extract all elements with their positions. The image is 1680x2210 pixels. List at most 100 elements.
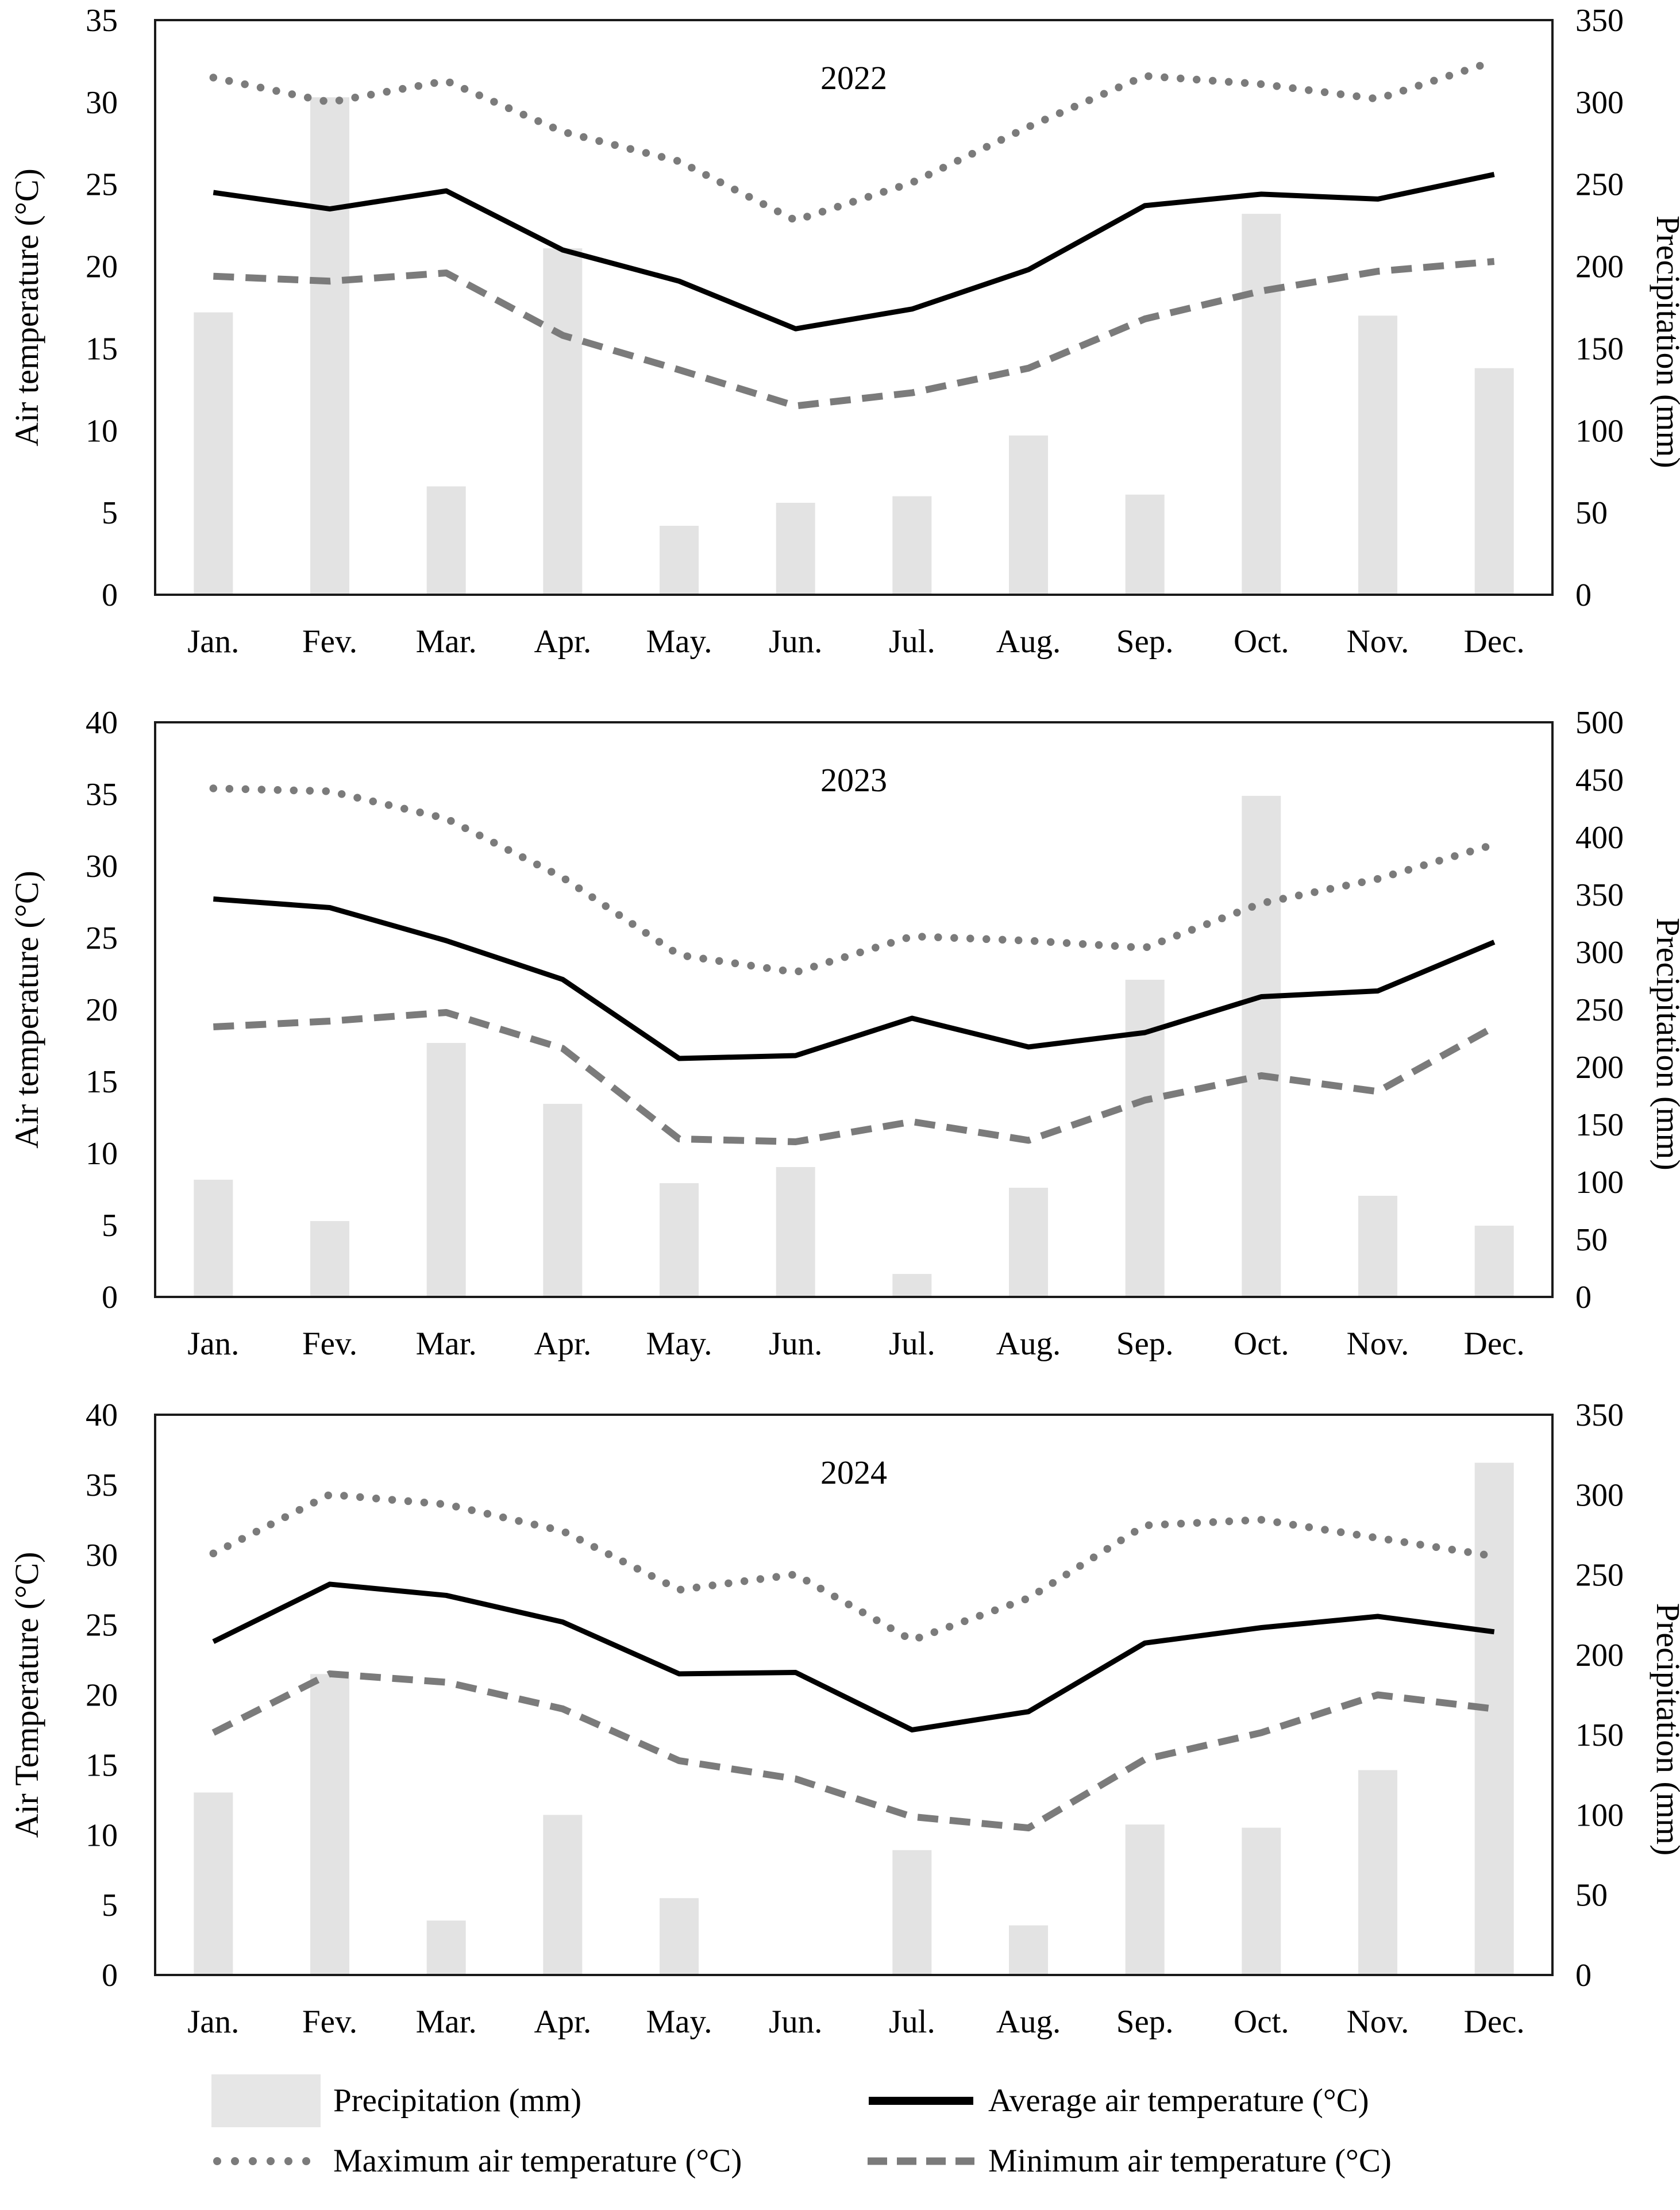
legend-label-maximum: Maximum air temperature (°C) (333, 2143, 742, 2179)
y-tick-left: 25 (86, 921, 118, 956)
precipitation-bar (1358, 1196, 1397, 1297)
precipitation-bar (310, 1221, 349, 1297)
y-tick-left: 25 (86, 1608, 118, 1643)
y-tick-left: 0 (102, 577, 118, 613)
precipitation-bar (1242, 796, 1281, 1297)
minimum-dashed-line-swatch-icon (868, 2157, 974, 2165)
y-tick-right: 100 (1575, 413, 1624, 449)
y-tick-right: 450 (1575, 763, 1624, 798)
x-tick-month: Fev. (302, 1326, 357, 1362)
y-tick-left: 5 (102, 1208, 118, 1243)
y-tick-right: 350 (1575, 877, 1624, 913)
x-tick-month: Jun. (769, 2004, 822, 2040)
y-axis-title-right: Precipitation (mm) (1650, 215, 1680, 468)
x-tick-month: May. (646, 623, 712, 660)
y-tick-right: 200 (1575, 1050, 1624, 1085)
y-tick-right: 150 (1575, 1107, 1624, 1143)
y-tick-left: 30 (86, 849, 118, 884)
maximum-dotted-line-swatch-icon (213, 2157, 326, 2165)
y-tick-left: 35 (86, 3, 118, 38)
precipitation-bar (1009, 1188, 1048, 1297)
y-tick-right: 200 (1575, 1638, 1624, 1673)
legend-row-2: Maximum air temperature (°C) Minimum air… (211, 2131, 1680, 2191)
y-tick-right: 300 (1575, 85, 1624, 121)
x-tick-month: Mar. (416, 623, 477, 660)
y-tick-right: 200 (1575, 249, 1624, 285)
y-axis-title-left: Air Temperature (°C) (8, 1552, 45, 1838)
y-tick-left: 10 (86, 1818, 118, 1853)
x-tick-month: Jul. (889, 623, 935, 660)
y-axis-title-right: Precipitation (mm) (1650, 918, 1680, 1171)
precipitation-bar (426, 1920, 466, 1975)
precipitation-bar (310, 97, 349, 595)
y-tick-right: 50 (1575, 495, 1608, 531)
x-tick-month: Dec. (1464, 1326, 1525, 1362)
legend-item-maximum: Maximum air temperature (°C) (211, 2142, 866, 2180)
y-tick-right: 0 (1575, 1280, 1592, 1315)
precipitation-bar (776, 1167, 815, 1297)
x-tick-month: Apr. (534, 1326, 591, 1362)
y-tick-left: 20 (86, 1678, 118, 1714)
x-tick-month: Jan. (187, 1326, 239, 1362)
legend-row-1: Precipitation (mm) Average air temperatu… (211, 2070, 1680, 2131)
y-axis-title-right: Precipitation (mm) (1650, 1603, 1680, 1856)
y-tick-right: 0 (1575, 1958, 1592, 1993)
y-tick-left: 35 (86, 777, 118, 813)
precipitation-bar (1474, 1462, 1514, 1975)
precipitation-bar (543, 248, 583, 595)
y-tick-left: 20 (86, 992, 118, 1028)
panel-title-year: 2024 (820, 1454, 887, 1491)
precipitation-bar (660, 526, 699, 595)
precipitation-bar (1125, 494, 1165, 595)
precipitation-bar (194, 1792, 233, 1975)
plot-border (154, 721, 1554, 1298)
x-tick-month: Sep. (1116, 2004, 1174, 2040)
precipitation-bar (1242, 214, 1281, 595)
x-tick-month: Jun. (769, 1326, 822, 1362)
legend-item-average: Average air temperature (°C) (866, 2082, 1369, 2119)
y-tick-right: 250 (1575, 167, 1624, 203)
y-tick-right: 400 (1575, 820, 1624, 856)
y-tick-right: 50 (1575, 1878, 1608, 1913)
y-tick-right: 300 (1575, 1477, 1624, 1513)
precipitation-bar-swatch-icon (211, 2074, 321, 2127)
dashed-temperature-line (213, 1009, 1496, 1145)
y-tick-right: 250 (1575, 992, 1624, 1028)
solid-temperature-line (213, 896, 1496, 1061)
y-tick-left: 5 (102, 495, 118, 531)
precipitation-bar (660, 1898, 699, 1975)
y-axis-title-left: Air temperature (°C) (8, 168, 45, 446)
y-tick-left: 40 (86, 1397, 118, 1433)
y-tick-right: 250 (1575, 1558, 1624, 1593)
x-tick-month: May. (646, 1326, 712, 1362)
y-tick-left: 10 (86, 413, 118, 449)
dashed-temperature-line (211, 1670, 1495, 1832)
precipitation-bar (1242, 1827, 1281, 1975)
precipitation-bar (1474, 1226, 1514, 1297)
y-tick-right: 500 (1575, 705, 1624, 741)
x-tick-month: Aug. (996, 1326, 1061, 1362)
solid-temperature-line (213, 172, 1495, 332)
precipitation-bar (1009, 1925, 1048, 1975)
precipitation-bar (194, 312, 233, 595)
x-tick-month: Apr. (534, 623, 591, 660)
y-tick-left: 30 (86, 1538, 118, 1573)
x-tick-month: Sep. (1116, 623, 1174, 660)
x-tick-month: Dec. (1464, 623, 1525, 660)
y-tick-right: 100 (1575, 1165, 1624, 1200)
legend-item-precipitation: Precipitation (mm) (211, 2074, 866, 2127)
precipitation-bar (426, 486, 466, 595)
y-tick-right: 50 (1575, 1222, 1608, 1258)
y-tick-right: 350 (1575, 3, 1624, 38)
x-tick-month: Aug. (996, 623, 1061, 660)
y-tick-right: 150 (1575, 1718, 1624, 1753)
x-tick-month: Jan. (187, 2004, 239, 2040)
y-tick-left: 0 (102, 1958, 118, 1993)
x-tick-month: Jan. (187, 623, 239, 660)
chart-2023: 0510152025303540050100150200250300350400… (8, 705, 1680, 1362)
precipitation-bar (543, 1104, 583, 1297)
x-tick-month: Sep. (1116, 1326, 1174, 1362)
y-tick-left: 10 (86, 1136, 118, 1172)
y-tick-left: 30 (86, 85, 118, 121)
